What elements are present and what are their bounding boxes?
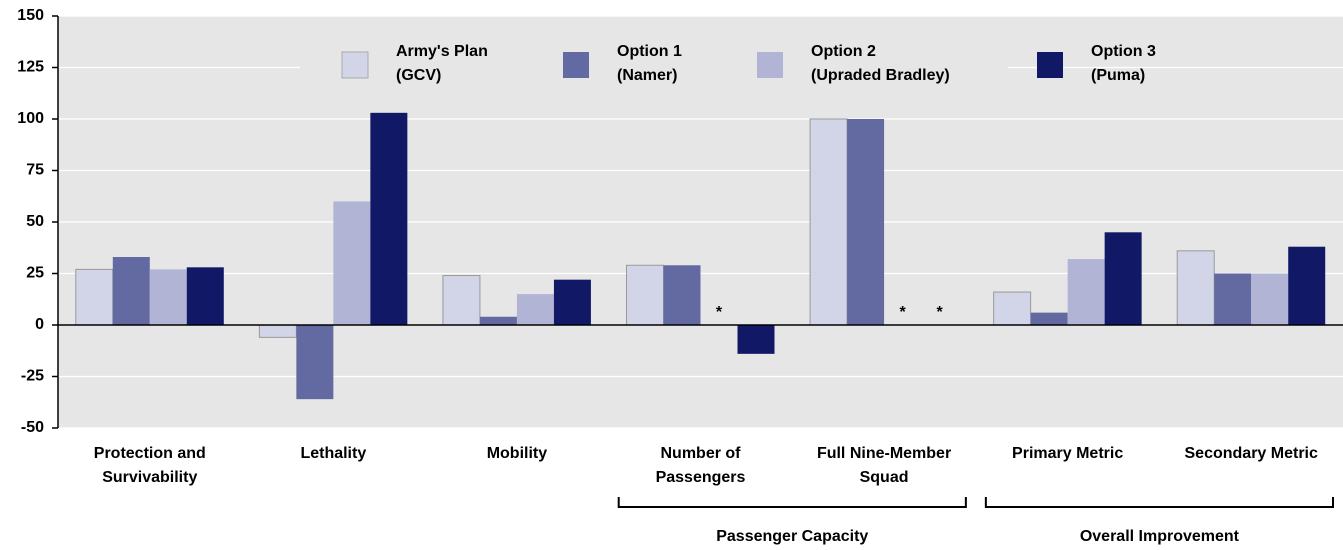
legend-swatch	[1037, 52, 1063, 78]
bar	[112, 257, 150, 325]
bar	[258, 324, 297, 338]
group-label: Passenger Capacity	[716, 528, 868, 545]
bar	[442, 275, 481, 326]
legend-background	[300, 34, 1008, 100]
bar	[993, 291, 1032, 326]
missing-marker: *	[936, 304, 943, 321]
legend-label: Option 2 (Upraded Bradley)	[811, 43, 950, 84]
x-tick-label: Lethality	[300, 445, 367, 462]
y-tick-label: 75	[26, 162, 44, 179]
missing-marker: *	[716, 304, 723, 321]
group-bracket	[617, 497, 967, 508]
bar	[1251, 273, 1289, 325]
bar	[1104, 232, 1142, 325]
x-tick-label: Primary Metric	[1012, 445, 1124, 462]
legend-swatch	[563, 52, 589, 78]
bar	[296, 325, 334, 400]
y-tick-label: 0	[35, 316, 44, 333]
bar	[663, 265, 701, 325]
bar	[516, 294, 554, 325]
bar	[1288, 246, 1326, 325]
y-tick-label: 50	[26, 213, 44, 230]
bar	[737, 325, 775, 354]
bar	[149, 269, 187, 325]
bar	[75, 268, 114, 326]
missing-marker: *	[899, 304, 906, 321]
bar	[370, 112, 408, 325]
y-tick-label: 100	[17, 110, 44, 127]
legend-label: Army's Plan (GCV)	[396, 43, 488, 84]
bar	[1030, 312, 1068, 325]
legend-label: Option 3 (Puma)	[1091, 43, 1156, 84]
bar	[479, 316, 517, 325]
bar	[186, 267, 224, 325]
legend-swatch	[341, 51, 369, 79]
bar	[553, 279, 591, 325]
bar	[1176, 250, 1215, 326]
x-tick-label: Full Nine-Member Squad	[816, 445, 952, 486]
group-label: Overall Improvement	[1080, 528, 1240, 545]
x-tick-label: Mobility	[486, 445, 548, 462]
y-tick-label: 25	[26, 265, 44, 282]
x-tick-label: Secondary Metric	[1184, 445, 1318, 462]
bar	[626, 264, 664, 326]
legend-swatch	[757, 52, 783, 78]
group-bracket	[984, 497, 1334, 508]
bar	[809, 118, 848, 326]
legend-label: Option 1 (Namer)	[617, 43, 682, 84]
bar	[333, 201, 371, 325]
y-tick-label: 125	[17, 59, 44, 76]
y-tick-label: -50	[21, 419, 44, 436]
y-tick-label: 150	[17, 7, 44, 24]
bar	[1067, 259, 1105, 325]
bar	[847, 119, 885, 325]
x-tick-label: Number of Passengers	[655, 445, 746, 486]
y-tick-label: -25	[21, 368, 44, 385]
bar	[1214, 273, 1252, 325]
x-tick-label: Protection and Survivability	[93, 445, 206, 486]
